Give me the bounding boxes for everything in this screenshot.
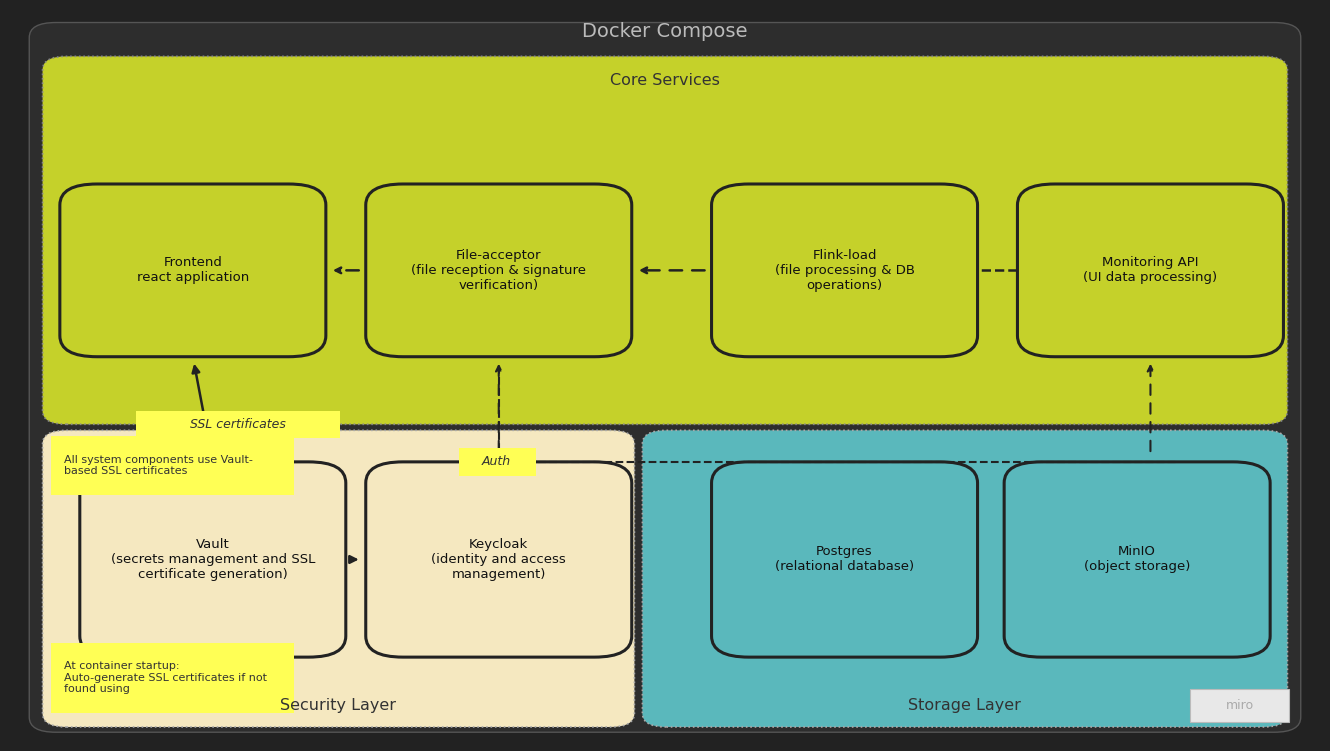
Text: SSL certificates: SSL certificates (190, 418, 286, 431)
Text: File-acceptor
(file reception & signature
verification): File-acceptor (file reception & signatur… (411, 249, 587, 292)
FancyBboxPatch shape (1017, 184, 1283, 357)
Text: Auth: Auth (481, 455, 511, 469)
Text: Core Services: Core Services (610, 73, 720, 88)
FancyBboxPatch shape (1004, 462, 1270, 657)
FancyBboxPatch shape (136, 411, 340, 438)
FancyBboxPatch shape (366, 184, 632, 357)
FancyBboxPatch shape (60, 184, 326, 357)
FancyBboxPatch shape (459, 448, 536, 476)
Text: Monitoring API
(UI data processing): Monitoring API (UI data processing) (1084, 256, 1217, 285)
Text: MinIO
(object storage): MinIO (object storage) (1084, 545, 1190, 574)
FancyBboxPatch shape (712, 462, 978, 657)
FancyBboxPatch shape (366, 462, 632, 657)
FancyBboxPatch shape (43, 56, 1287, 424)
FancyBboxPatch shape (1190, 689, 1289, 722)
Text: Postgres
(relational database): Postgres (relational database) (775, 545, 914, 574)
Text: Flink-load
(file processing & DB
operations): Flink-load (file processing & DB operati… (774, 249, 915, 292)
Text: miro: miro (1225, 698, 1254, 712)
FancyBboxPatch shape (642, 430, 1287, 727)
Text: Docker Compose: Docker Compose (583, 22, 747, 41)
Text: Keycloak
(identity and access
management): Keycloak (identity and access management… (431, 538, 567, 581)
Text: All system components use Vault-
based SSL certificates: All system components use Vault- based S… (64, 455, 253, 476)
FancyBboxPatch shape (51, 436, 294, 495)
Text: Storage Layer: Storage Layer (908, 698, 1021, 713)
Text: Vault
(secrets management and SSL
certificate generation): Vault (secrets management and SSL certif… (110, 538, 315, 581)
Text: At container startup:
Auto-generate SSL certificates if not
found using: At container startup: Auto-generate SSL … (64, 661, 267, 695)
FancyBboxPatch shape (712, 184, 978, 357)
FancyBboxPatch shape (51, 643, 294, 713)
Text: Frontend
react application: Frontend react application (137, 256, 249, 285)
FancyBboxPatch shape (43, 430, 634, 727)
FancyBboxPatch shape (80, 462, 346, 657)
Text: Security Layer: Security Layer (281, 698, 396, 713)
FancyBboxPatch shape (29, 23, 1301, 732)
